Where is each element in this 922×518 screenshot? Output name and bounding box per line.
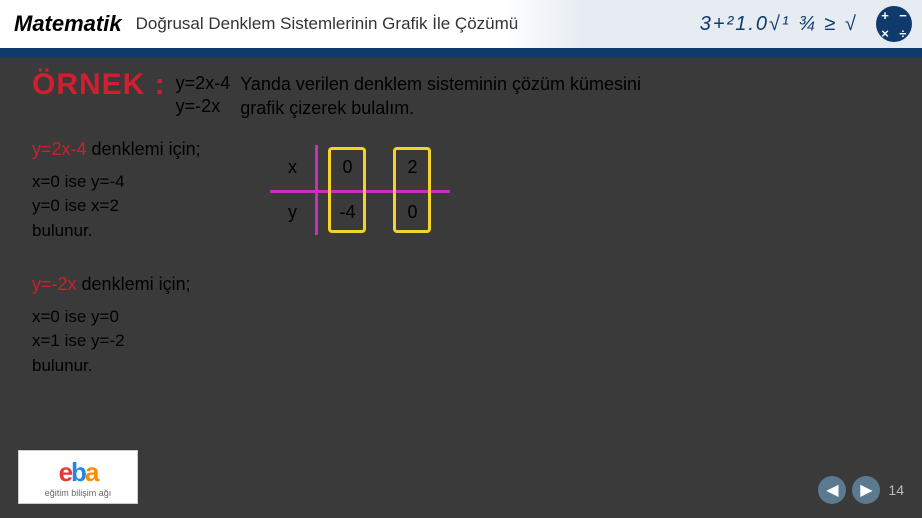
header-underline [0, 48, 922, 58]
highlight-col-1 [328, 147, 366, 233]
header-decor: 3+²1.0√¹ ¾ ≥ √ [502, 0, 922, 48]
content-area: ÖRNEK : y=2x-4 y=-2x Yanda verilen denkl… [0, 58, 922, 418]
highlight-col-2 [393, 147, 431, 233]
brand: Matematik [0, 11, 122, 37]
section-2-tail: denklemi için; [77, 274, 191, 294]
calc2-l1: x=0 ise y=0 [32, 305, 890, 330]
eba-logo-text: eba [59, 457, 98, 488]
header-bar: Matematik Doğrusal Denklem Sistemlerinin… [0, 0, 922, 48]
page-title: Doğrusal Denklem Sistemlerinin Grafik İl… [136, 14, 519, 34]
example-label: ÖRNEK : [32, 68, 166, 102]
next-icon: ▶ [860, 480, 872, 500]
math-ops-icon: + − × ÷ [876, 6, 912, 42]
eba-b: b [71, 457, 85, 487]
equation-2: y=-2x [176, 95, 231, 118]
prev-button[interactable]: ◀ [818, 476, 846, 504]
eba-e: e [59, 457, 71, 487]
eba-subtitle: eğitim bilişim ağı [45, 488, 112, 498]
section-1-heading: y=2x-4 denklemi için; [32, 139, 890, 160]
calc1-l3: bulunur. [32, 219, 890, 244]
calc2-l3: bulunur. [32, 354, 890, 379]
calc-block-1: x=0 ise y=-4 y=0 ise x=2 bulunur. [32, 170, 890, 244]
description-line-2: grafik çizerek bulalım. [240, 96, 641, 120]
section-2-heading: y=-2x denklemi için; [32, 274, 890, 295]
calc-block-2: x=0 ise y=0 x=1 ise y=-2 bulunur. [32, 305, 890, 379]
description-column: Yanda verilen denklem sisteminin çözüm k… [240, 72, 641, 121]
equation-column: y=2x-4 y=-2x [176, 72, 231, 119]
calc1-l1: x=0 ise y=-4 [32, 170, 890, 195]
page-number: 14 [888, 482, 904, 498]
example-row: ÖRNEK : y=2x-4 y=-2x Yanda verilen denkl… [32, 68, 890, 121]
calc2-l2: x=1 ise y=-2 [32, 329, 890, 354]
next-button[interactable]: ▶ [852, 476, 880, 504]
prev-icon: ◀ [826, 480, 838, 500]
equation-1: y=2x-4 [176, 72, 231, 95]
section-1-eq: y=2x-4 [32, 139, 87, 159]
row-label-x: x [270, 145, 315, 190]
table-vline [315, 145, 318, 235]
row-label-y: y [270, 190, 315, 235]
description-line-1: Yanda verilen denklem sisteminin çözüm k… [240, 72, 641, 96]
minus-icon: − [899, 8, 907, 23]
section-2-eq: y=-2x [32, 274, 77, 294]
eba-a: a [85, 457, 97, 487]
value-table: x y 0 -4 2 0 [270, 145, 450, 235]
calc1-l2: y=0 ise x=2 [32, 194, 890, 219]
eba-logo: eba eğitim bilişim ağı [18, 450, 138, 504]
times-icon: × [881, 26, 889, 41]
nav-controls: ◀ ▶ 14 [818, 476, 904, 504]
plus-icon: + [881, 8, 889, 23]
mini-table: x y 0 -4 2 0 [270, 145, 450, 235]
divide-icon: ÷ [899, 26, 906, 41]
section-1-tail: denklemi için; [87, 139, 201, 159]
